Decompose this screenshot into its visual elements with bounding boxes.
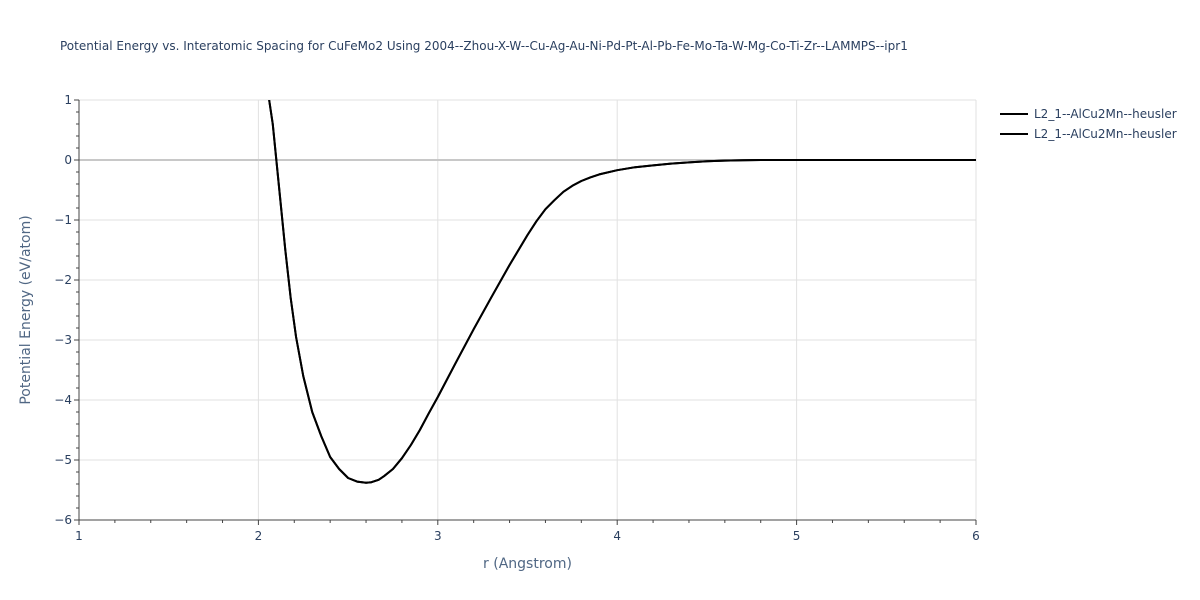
chart-title: Potential Energy vs. Interatomic Spacing… xyxy=(60,39,908,53)
legend: L2_1--AlCu2Mn--heusler L2_1--AlCu2Mn--heu… xyxy=(1000,107,1177,141)
y-tick-label: −6 xyxy=(54,513,72,527)
y-tick-label: 0 xyxy=(64,153,72,167)
y-tick-label: −1 xyxy=(54,213,72,227)
x-tick-label: 5 xyxy=(793,529,801,543)
y-axis-title: Potential Energy (eV/atom) xyxy=(18,215,34,404)
x-tick-label: 3 xyxy=(434,529,442,543)
x-tick-layer: 1 2 3 4 5 6 xyxy=(75,520,980,543)
y-tick-layer: 1 0 −1 −2 −3 −4 −5 −6 xyxy=(54,93,79,527)
x-axis-title: r (Angstrom) xyxy=(483,556,572,572)
legend-label-1[interactable]: L2_1--AlCu2Mn--heusler xyxy=(1034,107,1177,121)
axes-layer xyxy=(78,100,976,521)
series-layer xyxy=(268,100,976,484)
y-tick-label: −5 xyxy=(54,453,72,467)
x-tick-label: 6 xyxy=(972,529,980,543)
series-line-2 xyxy=(268,100,976,484)
y-tick-label: 1 xyxy=(64,93,72,107)
y-tick-label: −2 xyxy=(54,273,72,287)
x-tick-label: 4 xyxy=(613,529,621,543)
y-tick-label: −4 xyxy=(54,393,72,407)
x-tick-label: 2 xyxy=(255,529,263,543)
x-tick-label: 1 xyxy=(75,529,83,543)
legend-label-2[interactable]: L2_1--AlCu2Mn--heusler xyxy=(1034,127,1177,141)
y-tick-label: −3 xyxy=(54,333,72,347)
